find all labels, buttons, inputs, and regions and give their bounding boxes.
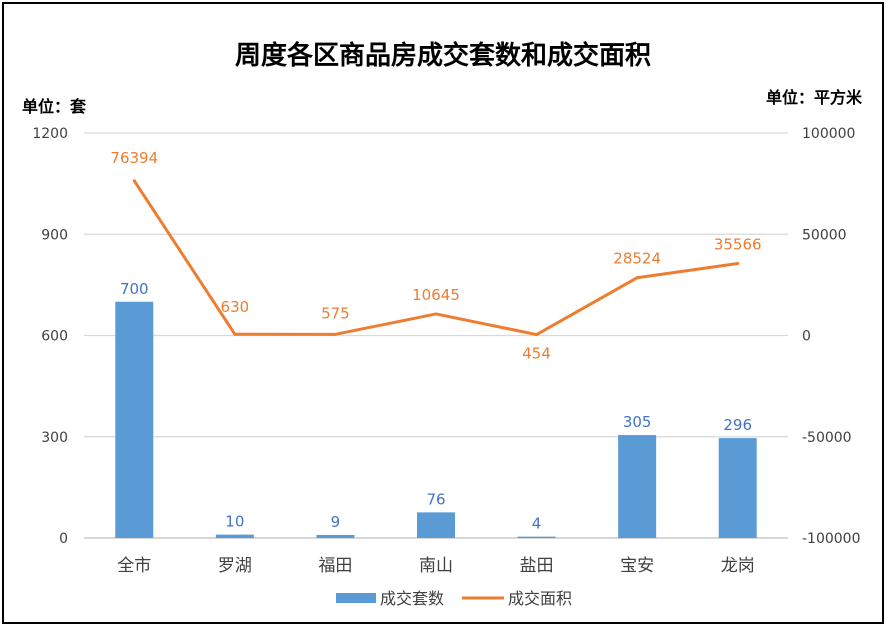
line-point (434, 312, 438, 316)
left-tick-label: 900 (41, 227, 68, 243)
bar-value-label: 305 (623, 413, 652, 431)
data-labels: 700 10 9 76 4 305 296 76394 630 575 10645 454 28524 3… (110, 149, 761, 533)
left-tick-label: 600 (41, 329, 68, 345)
left-tick-label: 1200 (32, 126, 68, 142)
line-value-label: 630 (221, 298, 250, 316)
legend-bar-label: 成交套数 (380, 589, 444, 608)
bar-value-label: 296 (723, 416, 752, 434)
left-axis-unit: 单位：套 (22, 97, 87, 116)
bar-series (115, 301, 757, 538)
bar (618, 435, 657, 538)
axis-ticks: 0 300 600 900 1200 -100000 -50000 0 50000 100000 全… (32, 126, 860, 576)
bar (718, 438, 757, 538)
legend-line-label: 成交面积 (508, 589, 572, 608)
line-value-label: 35566 (714, 235, 762, 253)
bar-value-label: 10 (225, 513, 244, 531)
line-value-label: 76394 (110, 149, 158, 167)
chart-title: 周度各区商品房成交套数和成交面积 (235, 40, 651, 71)
category-label: 宝安 (620, 556, 654, 576)
right-tick-label: 50000 (802, 227, 847, 243)
left-tick-label: 0 (59, 531, 68, 547)
left-tick-label: 300 (41, 430, 68, 446)
right-tick-label: -50000 (802, 430, 852, 446)
bar (316, 534, 355, 538)
line-point (635, 276, 639, 280)
line-point (233, 332, 237, 336)
right-tick-label: -100000 (802, 531, 861, 547)
category-label: 全市 (117, 556, 151, 576)
bar-value-label: 4 (532, 515, 542, 533)
category-label: 盐田 (520, 556, 554, 576)
line-series (132, 179, 740, 337)
legend-bar-swatch (336, 593, 376, 603)
line-point (535, 333, 539, 337)
line-value-label: 28524 (613, 250, 661, 268)
bar (115, 301, 154, 538)
bar-value-label: 700 (120, 280, 149, 298)
line-point (736, 261, 740, 265)
line-point (132, 179, 136, 183)
combo-chart: 周度各区商品房成交套数和成交面积 单位：套 单位：平方米 700 10 9 76 4 30… (22, 40, 863, 608)
bar (417, 512, 455, 538)
line-value-label: 575 (321, 304, 350, 322)
line-value-label: 454 (522, 345, 551, 363)
bar-value-label: 9 (331, 513, 341, 531)
gridlines (84, 132, 788, 539)
bar (215, 534, 254, 538)
bar (517, 536, 556, 538)
line-point (333, 332, 337, 336)
legend: 成交套数 成交面积 (336, 589, 572, 608)
category-label: 罗湖 (218, 556, 252, 576)
line-value-label: 10645 (412, 286, 460, 304)
category-label: 南山 (419, 556, 453, 576)
right-tick-label: 100000 (802, 126, 855, 142)
right-tick-label: 0 (802, 329, 811, 345)
category-label: 龙岗 (721, 556, 755, 576)
category-label: 福田 (318, 556, 352, 576)
right-axis-unit: 单位：平方米 (766, 88, 863, 107)
bar-value-label: 76 (426, 490, 445, 508)
